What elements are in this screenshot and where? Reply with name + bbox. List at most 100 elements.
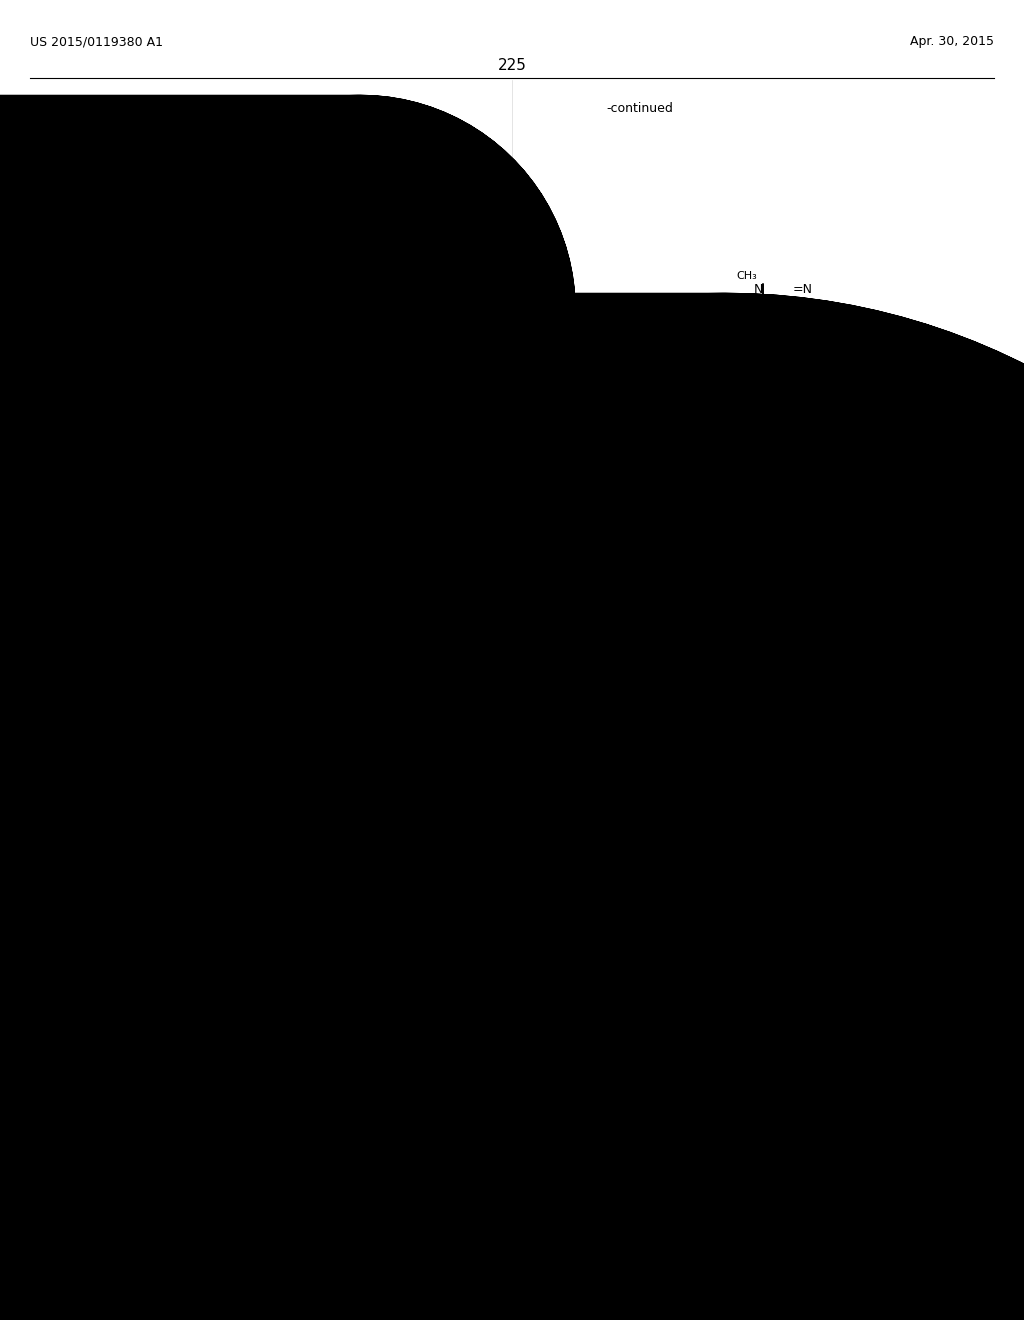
Text: Br: Br xyxy=(855,1142,868,1155)
Text: CH₃: CH₃ xyxy=(440,935,461,945)
Text: N: N xyxy=(324,964,334,977)
Text: O: O xyxy=(585,924,595,936)
Text: NH: NH xyxy=(386,198,404,211)
Text: O: O xyxy=(233,330,244,343)
Text: O: O xyxy=(296,525,305,537)
Text: N: N xyxy=(187,1038,197,1051)
Text: Br: Br xyxy=(109,335,122,348)
Text: Preparation of Cpd 971: Preparation of Cpd 971 xyxy=(183,854,329,866)
Text: =N: =N xyxy=(344,199,364,213)
Text: N: N xyxy=(741,965,752,978)
Text: 1) NBS, CH₃CN: 1) NBS, CH₃CN xyxy=(626,993,702,1003)
Text: PdCl₂dppf, KOAc: PdCl₂dppf, KOAc xyxy=(739,940,824,950)
Text: =N: =N xyxy=(408,903,428,916)
Text: Preparation of Cpd 943: Preparation of Cpd 943 xyxy=(183,125,329,139)
Text: N: N xyxy=(322,185,331,198)
Text: Me: Me xyxy=(298,180,314,190)
Text: B: B xyxy=(655,953,665,966)
Text: N: N xyxy=(708,306,718,319)
Text: N: N xyxy=(181,535,190,548)
Text: US 2015/0119380 A1: US 2015/0119380 A1 xyxy=(30,36,163,49)
Text: -continued: -continued xyxy=(606,102,674,115)
Text: N: N xyxy=(716,978,725,991)
Text: Me: Me xyxy=(298,194,314,205)
Text: [1038]    Step A: 6-[3-(6,8-Dimethyl-imidazo[1,2-a]pyrazin-
2-yl)-2-oxo-2H-chrom: [1038] Step A: 6-[3-(6,8-Dimethyl-imidaz… xyxy=(537,508,884,680)
Text: =N: =N xyxy=(402,397,423,411)
Text: [1035]: [1035] xyxy=(55,157,101,170)
Text: Br: Br xyxy=(733,1043,746,1056)
Text: CH₃: CH₃ xyxy=(347,385,368,396)
Text: [1037]: [1037] xyxy=(55,883,101,896)
Text: CH₂Cl₂, rt: CH₂Cl₂, rt xyxy=(368,998,423,1011)
Text: O: O xyxy=(332,1003,341,1016)
Text: toluene:tBuOH,: toluene:tBuOH, xyxy=(349,296,435,306)
Text: Pd(dba)₂, Cs₂CO₃: Pd(dba)₂, Cs₂CO₃ xyxy=(345,282,439,293)
Text: N: N xyxy=(319,458,329,471)
Text: BocN: BocN xyxy=(125,1105,154,1115)
Text: CH₃: CH₃ xyxy=(825,314,846,325)
Text: CH₃CN, 60° C.: CH₃CN, 60° C. xyxy=(745,1135,818,1144)
Text: O: O xyxy=(300,1030,310,1043)
Text: Example 82: Example 82 xyxy=(219,102,293,115)
Text: O: O xyxy=(713,1134,723,1147)
Text: CH₃: CH₃ xyxy=(288,187,308,198)
Text: B: B xyxy=(615,953,625,966)
Text: 2) chloroacetone: 2) chloroacetone xyxy=(620,1005,708,1015)
Text: Example 83: Example 83 xyxy=(219,832,293,845)
Text: CH₃: CH₃ xyxy=(377,232,397,242)
Text: PdCl₂dppf, K₂CO₃: PdCl₂dppf, K₂CO₃ xyxy=(738,1122,826,1133)
Text: TFA: TFA xyxy=(385,986,406,998)
Text: N: N xyxy=(318,421,328,434)
Text: O: O xyxy=(685,409,695,422)
Text: O: O xyxy=(685,924,695,936)
Text: CH₃: CH₃ xyxy=(352,891,373,902)
Text: O: O xyxy=(717,384,726,396)
Text: dioxane, 80° C.: dioxane, 80° C. xyxy=(742,953,822,964)
Text: F: F xyxy=(716,1041,723,1053)
Text: CH₃: CH₃ xyxy=(737,271,758,281)
Text: N: N xyxy=(365,397,374,411)
Text: N: N xyxy=(323,925,333,939)
Text: HN: HN xyxy=(523,491,542,504)
Text: 2 h: 2 h xyxy=(386,1011,404,1024)
Text: Example 84: Example 84 xyxy=(702,863,777,876)
Text: CH₃: CH₃ xyxy=(435,430,456,440)
Text: N: N xyxy=(566,978,575,991)
Text: N: N xyxy=(709,343,719,356)
Text: F: F xyxy=(566,1041,573,1053)
Text: Br: Br xyxy=(578,1134,590,1147)
Text: O: O xyxy=(264,304,274,317)
Text: O: O xyxy=(686,1156,696,1170)
Text: N: N xyxy=(744,998,754,1011)
Text: 100° C, 5 h: 100° C, 5 h xyxy=(360,309,423,319)
Text: N: N xyxy=(370,903,379,916)
Text: N: N xyxy=(754,282,764,296)
Text: O: O xyxy=(327,499,336,511)
Text: N: N xyxy=(259,223,268,236)
Text: [1036]    A mixture of 7-bromo-3-(6,8-dimethylimidazo[1,2-
a]pyrazin-2-yl)-2H-ch: [1036] A mixture of 7-bromo-3-(6,8-dimet… xyxy=(55,649,401,846)
Text: CMe₂: CMe₂ xyxy=(706,954,733,965)
Text: 2): 2) xyxy=(548,1073,561,1086)
Text: Me: Me xyxy=(168,594,184,605)
Text: =N: =N xyxy=(793,282,813,296)
Text: Preparation of Cpd 985: Preparation of Cpd 985 xyxy=(668,886,812,899)
Text: 225: 225 xyxy=(498,58,526,73)
Text: 120° C.: 120° C. xyxy=(644,1016,683,1027)
Text: CH₃: CH₃ xyxy=(756,953,776,962)
Text: NH₂: NH₂ xyxy=(606,977,629,989)
Text: N: N xyxy=(305,199,314,213)
Text: N: N xyxy=(160,585,169,598)
Text: N: N xyxy=(260,260,269,273)
Text: F: F xyxy=(607,1167,614,1180)
Text: [1040]: [1040] xyxy=(537,913,584,927)
Text: N: N xyxy=(337,198,346,211)
Text: CMe₂: CMe₂ xyxy=(547,954,574,965)
Text: Me: Me xyxy=(131,593,148,602)
Text: O: O xyxy=(585,983,595,997)
Text: 1): 1) xyxy=(548,924,561,936)
Text: N: N xyxy=(578,414,588,428)
Text: [1039]    As shown in Table 1 below, additional compounds
disclosed herein may b: [1039] As shown in Table 1 below, additi… xyxy=(537,800,878,845)
Text: Apr. 30, 2015: Apr. 30, 2015 xyxy=(910,36,994,49)
Text: O: O xyxy=(685,983,695,997)
Text: N: N xyxy=(165,1098,175,1111)
